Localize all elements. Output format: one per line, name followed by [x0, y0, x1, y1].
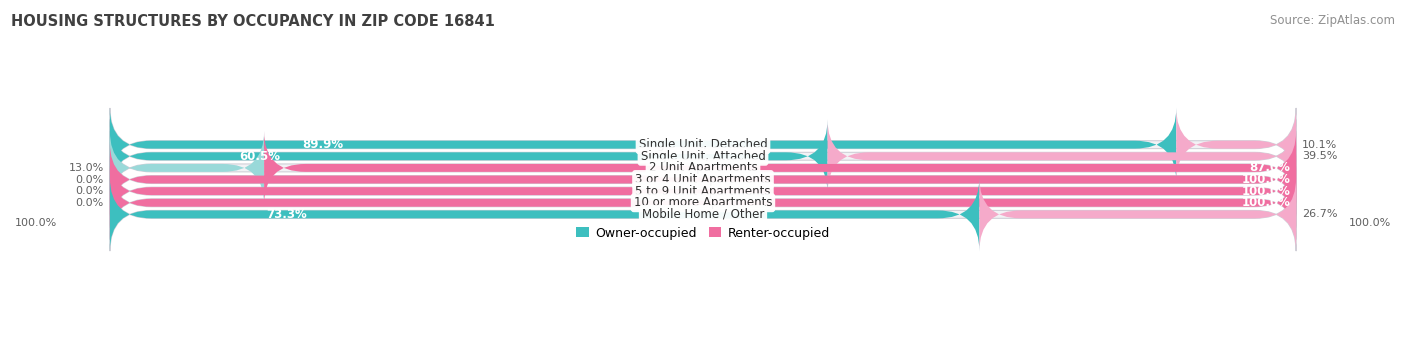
Text: 100.0%: 100.0%: [1241, 196, 1291, 209]
Text: Single Unit, Detached: Single Unit, Detached: [638, 138, 768, 151]
Text: 60.5%: 60.5%: [239, 150, 280, 163]
Text: 13.0%: 13.0%: [69, 163, 104, 173]
Text: 0.0%: 0.0%: [76, 186, 104, 196]
FancyBboxPatch shape: [110, 178, 1296, 251]
Text: 5 to 9 Unit Apartments: 5 to 9 Unit Apartments: [636, 184, 770, 198]
Text: 89.9%: 89.9%: [302, 138, 343, 151]
FancyBboxPatch shape: [110, 108, 1177, 181]
Text: 0.0%: 0.0%: [76, 175, 104, 184]
Text: Single Unit, Attached: Single Unit, Attached: [641, 150, 765, 163]
FancyBboxPatch shape: [264, 131, 1296, 205]
Text: 87.0%: 87.0%: [1250, 161, 1291, 174]
Text: 39.5%: 39.5%: [1302, 151, 1337, 161]
Text: 73.3%: 73.3%: [266, 208, 307, 221]
Text: Mobile Home / Other: Mobile Home / Other: [641, 208, 765, 221]
FancyBboxPatch shape: [110, 154, 1296, 228]
Text: 100.0%: 100.0%: [15, 218, 58, 228]
FancyBboxPatch shape: [110, 120, 828, 193]
Text: Source: ZipAtlas.com: Source: ZipAtlas.com: [1270, 14, 1395, 27]
FancyBboxPatch shape: [980, 178, 1296, 251]
FancyBboxPatch shape: [110, 143, 1296, 216]
Text: 26.7%: 26.7%: [1302, 209, 1337, 219]
Text: HOUSING STRUCTURES BY OCCUPANCY IN ZIP CODE 16841: HOUSING STRUCTURES BY OCCUPANCY IN ZIP C…: [11, 14, 495, 29]
FancyBboxPatch shape: [1177, 108, 1296, 181]
Text: 3 or 4 Unit Apartments: 3 or 4 Unit Apartments: [636, 173, 770, 186]
Text: 2 Unit Apartments: 2 Unit Apartments: [648, 161, 758, 174]
Text: 10.1%: 10.1%: [1302, 140, 1337, 150]
FancyBboxPatch shape: [110, 166, 1296, 239]
Text: 10 or more Apartments: 10 or more Apartments: [634, 196, 772, 209]
Legend: Owner-occupied, Renter-occupied: Owner-occupied, Renter-occupied: [576, 227, 830, 240]
FancyBboxPatch shape: [110, 178, 980, 251]
FancyBboxPatch shape: [828, 120, 1296, 193]
Text: 0.0%: 0.0%: [76, 198, 104, 208]
FancyBboxPatch shape: [110, 108, 1296, 181]
FancyBboxPatch shape: [110, 154, 1296, 228]
FancyBboxPatch shape: [110, 131, 264, 205]
Text: 100.0%: 100.0%: [1241, 173, 1291, 186]
FancyBboxPatch shape: [110, 143, 1296, 216]
Text: 100.0%: 100.0%: [1241, 184, 1291, 198]
Text: 100.0%: 100.0%: [1348, 218, 1391, 228]
FancyBboxPatch shape: [110, 131, 1296, 205]
FancyBboxPatch shape: [110, 166, 1296, 239]
FancyBboxPatch shape: [110, 120, 1296, 193]
